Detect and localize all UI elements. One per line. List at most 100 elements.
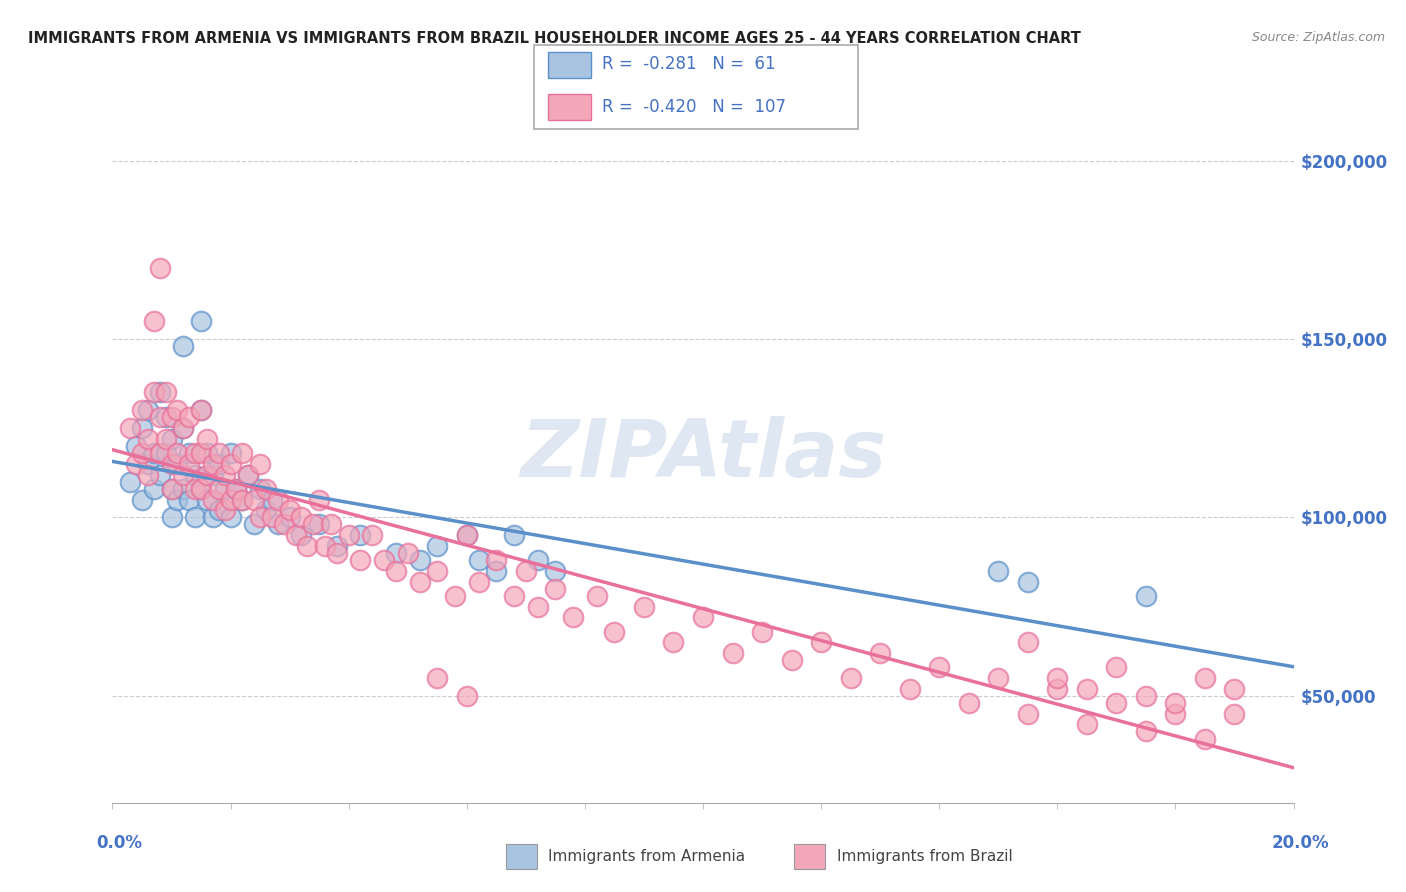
Point <box>928 660 950 674</box>
Point <box>526 553 548 567</box>
Point <box>208 446 231 460</box>
Text: 0.0%: 0.0% <box>97 834 142 852</box>
Point <box>142 482 165 496</box>
Point <box>515 564 537 578</box>
Point <box>172 467 194 482</box>
Point <box>231 492 253 507</box>
Point <box>172 421 194 435</box>
Text: R =  -0.420   N =  107: R = -0.420 N = 107 <box>602 98 786 116</box>
Point <box>190 403 212 417</box>
Point <box>231 492 253 507</box>
Point <box>349 553 371 567</box>
Point <box>408 574 430 589</box>
Point <box>125 439 148 453</box>
Point <box>1164 706 1187 721</box>
Point <box>1135 689 1157 703</box>
Point <box>166 457 188 471</box>
Point <box>184 467 207 482</box>
Point <box>201 467 224 482</box>
Point <box>503 589 526 603</box>
Point <box>1105 660 1128 674</box>
Point <box>208 482 231 496</box>
Point <box>426 539 449 553</box>
Point <box>231 446 253 460</box>
Point <box>214 482 236 496</box>
Point <box>426 564 449 578</box>
Point <box>1017 706 1039 721</box>
Point <box>326 539 349 553</box>
Point <box>179 457 201 471</box>
Point <box>361 528 384 542</box>
Point <box>544 582 567 596</box>
Point <box>278 503 301 517</box>
Point <box>166 492 188 507</box>
Text: Source: ZipAtlas.com: Source: ZipAtlas.com <box>1251 31 1385 45</box>
Point <box>201 492 224 507</box>
Point <box>184 482 207 496</box>
Point <box>149 446 172 460</box>
Point <box>172 421 194 435</box>
Point <box>987 564 1010 578</box>
Point <box>1194 731 1216 746</box>
Point <box>385 546 408 560</box>
Point <box>692 610 714 624</box>
Point <box>219 510 242 524</box>
Point <box>219 492 242 507</box>
Point <box>131 492 153 507</box>
Text: IMMIGRANTS FROM ARMENIA VS IMMIGRANTS FROM BRAZIL HOUSEHOLDER INCOME AGES 25 - 4: IMMIGRANTS FROM ARMENIA VS IMMIGRANTS FR… <box>28 31 1081 46</box>
Text: 20.0%: 20.0% <box>1272 834 1329 852</box>
Point <box>456 528 478 542</box>
Point <box>544 564 567 578</box>
Point <box>155 385 177 400</box>
Point <box>195 467 218 482</box>
Point <box>201 510 224 524</box>
Point <box>987 671 1010 685</box>
Point <box>249 482 271 496</box>
Point <box>190 482 212 496</box>
Point <box>155 432 177 446</box>
Point <box>155 410 177 425</box>
Point <box>314 539 336 553</box>
Point <box>1164 696 1187 710</box>
Point <box>136 457 159 471</box>
Point <box>238 467 260 482</box>
Point <box>155 446 177 460</box>
Text: Immigrants from Brazil: Immigrants from Brazil <box>837 849 1012 863</box>
Point <box>267 492 290 507</box>
Point <box>136 403 159 417</box>
Text: Immigrants from Armenia: Immigrants from Armenia <box>548 849 745 863</box>
Point <box>1105 696 1128 710</box>
Point <box>149 260 172 275</box>
Point <box>503 528 526 542</box>
Point <box>254 482 277 496</box>
Point <box>136 467 159 482</box>
Point <box>160 510 183 524</box>
Point <box>214 467 236 482</box>
Point <box>249 457 271 471</box>
Point <box>297 539 319 553</box>
Point <box>396 546 419 560</box>
Point <box>456 689 478 703</box>
Point <box>160 457 183 471</box>
Point <box>195 492 218 507</box>
Point <box>1194 671 1216 685</box>
Point <box>190 482 212 496</box>
Point <box>214 503 236 517</box>
Point <box>290 528 312 542</box>
Point <box>142 446 165 460</box>
Point <box>1076 681 1098 696</box>
Point <box>201 457 224 471</box>
Point <box>131 421 153 435</box>
Point <box>219 457 242 471</box>
Point <box>131 446 153 460</box>
Point <box>408 553 430 567</box>
Point <box>190 403 212 417</box>
Point <box>485 564 508 578</box>
Point <box>225 482 247 496</box>
Point <box>319 517 342 532</box>
Point <box>1017 635 1039 649</box>
Point <box>208 503 231 517</box>
Point <box>243 492 266 507</box>
Point <box>166 403 188 417</box>
Point <box>249 510 271 524</box>
